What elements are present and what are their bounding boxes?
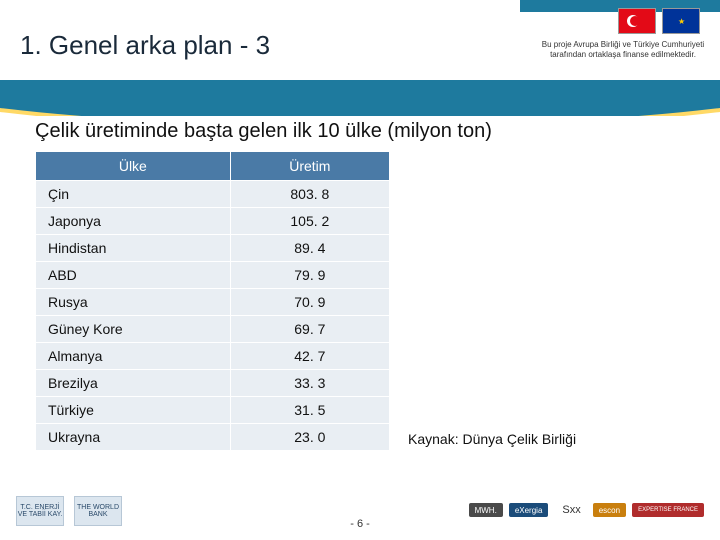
ministry-logo-icon: T.C. ENERJİ VE TABİİ KAY. [16,496,64,526]
cell-value: 803. 8 [230,181,389,208]
cell-country: ABD [36,262,231,289]
table-row: Çin803. 8 [36,181,390,208]
eu-flag-icon [662,8,700,34]
cell-country: Türkiye [36,397,231,424]
worldbank-logo-icon: THE WORLD BANK [74,496,122,526]
wave-blue [0,80,720,116]
cell-country: Brezilya [36,370,231,397]
sxx-label: Sxx [556,503,586,517]
expertise-france-logo-icon: EXPERTISE FRANCE [632,503,704,517]
cell-country: Hindistan [36,235,231,262]
table-wrap: Ülke Üretim Çin803. 8Japonya105. 2Hindis… [35,151,685,451]
turkey-flag-icon [618,8,656,34]
table-row: Brezilya33. 3 [36,370,390,397]
table-row: Rusya70. 9 [36,289,390,316]
footer-left-logos: T.C. ENERJİ VE TABİİ KAY. THE WORLD BANK [16,496,122,526]
cell-country: Çin [36,181,231,208]
slide-header: 1. Genel arka plan - 3 Bu proje Avrupa B… [0,0,720,90]
mwh-logo-icon: MWH. [469,503,503,517]
cell-value: 70. 9 [230,289,389,316]
header-wave-decor [0,80,720,116]
col-header-value: Üretim [230,152,389,181]
table-row: ABD79. 9 [36,262,390,289]
col-header-country: Ülke [36,152,231,181]
cell-country: Almanya [36,343,231,370]
cell-value: 105. 2 [230,208,389,235]
steel-production-table: Ülke Üretim Çin803. 8Japonya105. 2Hindis… [35,151,390,451]
cell-country: Japonya [36,208,231,235]
table-row: Japonya105. 2 [36,208,390,235]
slide-footer: T.C. ENERJİ VE TABİİ KAY. THE WORLD BANK… [0,488,720,534]
table-header-row: Ülke Üretim [36,152,390,181]
exergia-logo-icon: eXergia [509,503,549,517]
cell-value: 79. 9 [230,262,389,289]
cell-country: Güney Kore [36,316,231,343]
cell-value: 69. 7 [230,316,389,343]
content-area: Çelik üretiminde başta gelen ilk 10 ülke… [0,120,720,451]
cell-value: 31. 5 [230,397,389,424]
table-row: Güney Kore69. 7 [36,316,390,343]
escon-logo-icon: escon [593,503,626,517]
footer-right-logos: MWH. eXergia Sxx escon EXPERTISE FRANCE [469,503,704,519]
table-row: Hindistan89. 4 [36,235,390,262]
cell-country: Rusya [36,289,231,316]
table-row: Türkiye31. 5 [36,397,390,424]
flag-group [618,8,700,34]
table-row: Almanya42. 7 [36,343,390,370]
source-citation: Kaynak: Dünya Çelik Birliği [408,431,576,451]
cell-value: 33. 3 [230,370,389,397]
page-title: 1. Genel arka plan - 3 [0,30,270,61]
cell-value: 23. 0 [230,424,389,451]
cell-value: 42. 7 [230,343,389,370]
table-row: Ukrayna23. 0 [36,424,390,451]
cell-value: 89. 4 [230,235,389,262]
content-subtitle: Çelik üretiminde başta gelen ilk 10 ülke… [35,120,685,143]
funding-note: Bu proje Avrupa Birliği ve Türkiye Cumhu… [538,40,708,59]
cell-country: Ukrayna [36,424,231,451]
